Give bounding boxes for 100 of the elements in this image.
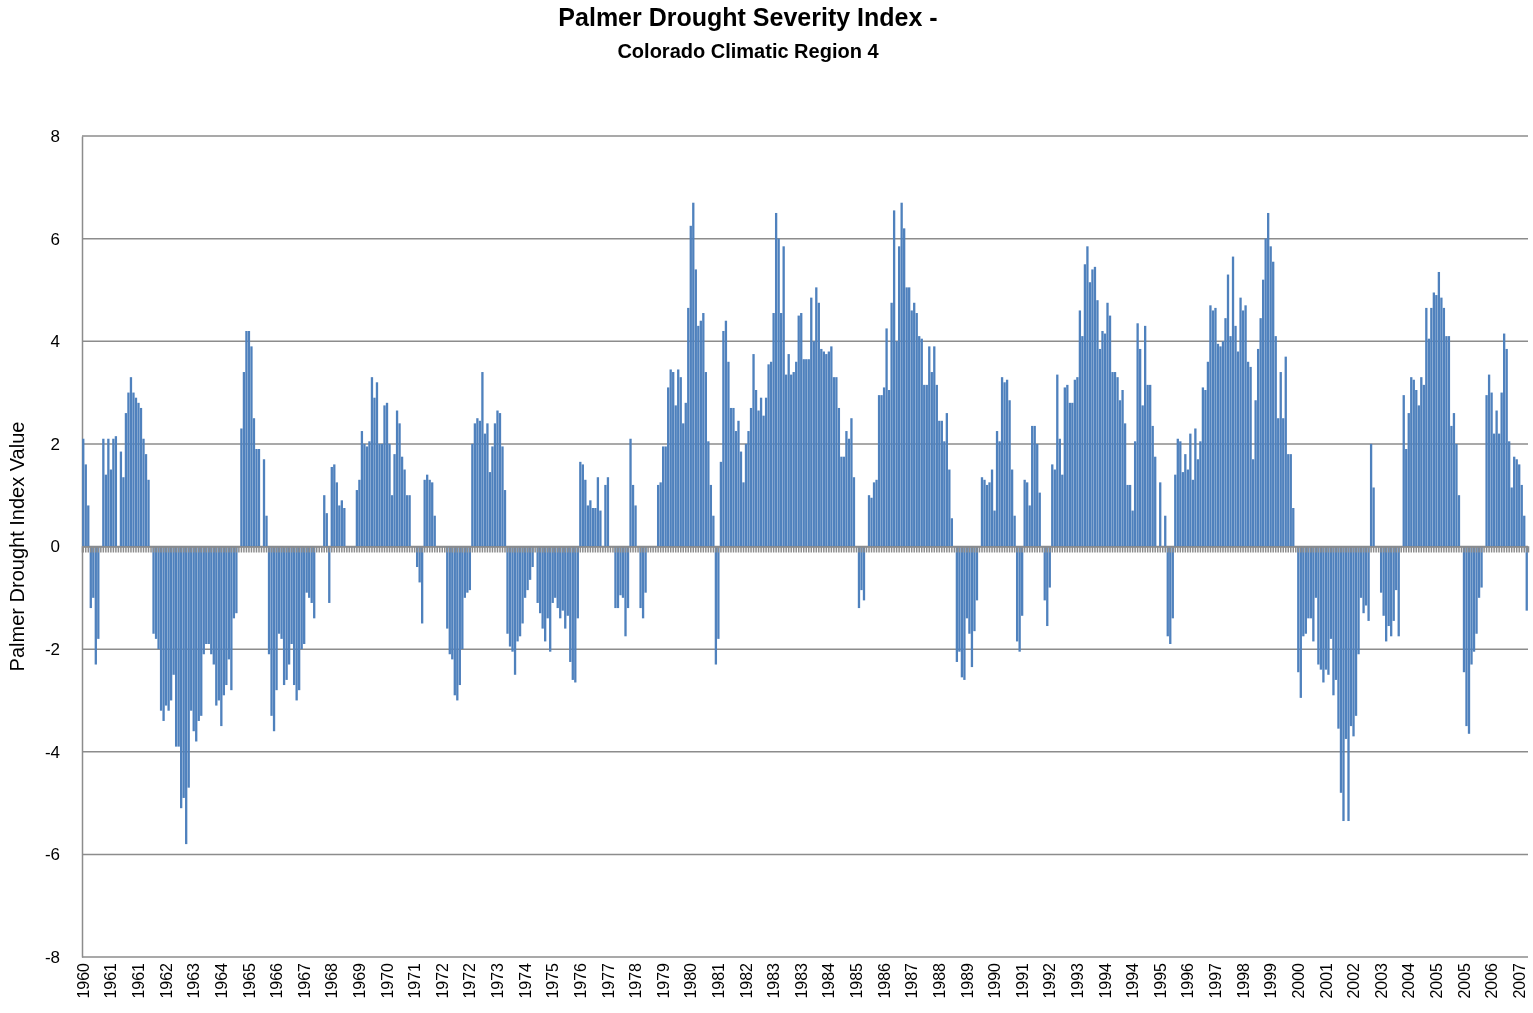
y-tick-label: 0 <box>50 537 60 557</box>
x-tick-label: 2006 <box>1483 962 1501 999</box>
y-tick-label: 4 <box>50 332 60 352</box>
x-tick-label: 1979 <box>654 962 672 999</box>
bar <box>1362 546 1365 614</box>
bar <box>830 346 833 547</box>
x-tick-label: 1971 <box>406 962 424 999</box>
x-tick-label: 2005 <box>1455 962 1473 999</box>
bar <box>137 402 140 547</box>
x-tick-label: 1967 <box>295 962 313 999</box>
bar <box>1495 410 1498 547</box>
x-tick-label: 2007 <box>1510 962 1528 999</box>
y-tick-label: -4 <box>44 742 60 762</box>
x-tick-label: 1982 <box>737 962 755 999</box>
bar <box>900 202 903 547</box>
bar <box>486 423 489 547</box>
bar <box>481 372 484 547</box>
x-tick-label: 2002 <box>1345 962 1363 999</box>
x-tick-label: 1974 <box>516 962 534 999</box>
bar <box>230 546 233 691</box>
x-tick-label: 1994 <box>1096 962 1114 999</box>
y-axis-title: Palmer Drought Index Value <box>6 421 28 672</box>
x-tick-label: 1990 <box>986 962 1004 999</box>
bar <box>107 438 110 547</box>
bar <box>162 546 165 721</box>
y-tick-label: 8 <box>50 126 60 146</box>
bar <box>1347 546 1350 822</box>
bar <box>624 546 627 637</box>
x-tick-label: 1988 <box>930 962 948 999</box>
bar <box>1367 546 1370 621</box>
x-tick-label: 1980 <box>682 962 700 999</box>
bar <box>845 431 848 547</box>
bar <box>1106 302 1109 547</box>
bar <box>1322 546 1325 683</box>
bar <box>1352 546 1355 737</box>
bar <box>295 546 298 701</box>
bar <box>1189 433 1192 547</box>
x-tick-label: 1996 <box>1179 962 1197 999</box>
x-tick-label: 1973 <box>489 962 507 999</box>
x-tick-label: 2001 <box>1317 962 1335 999</box>
bar <box>1327 546 1330 675</box>
x-tick-label: 1975 <box>544 962 562 999</box>
x-tick-label: 1962 <box>157 962 175 999</box>
x-tick-label: 1961 <box>130 962 148 999</box>
x-tick-label: 1961 <box>102 962 120 999</box>
x-tick-label: 1963 <box>185 962 203 999</box>
bar <box>1018 546 1021 652</box>
x-tick-label: 1995 <box>1151 962 1169 999</box>
x-tick-label: 2005 <box>1427 962 1445 999</box>
bar <box>1239 297 1242 547</box>
x-tick-label: 2000 <box>1289 962 1307 999</box>
x-tick-label: 1968 <box>323 962 341 999</box>
bar <box>737 420 740 547</box>
y-tick-label: 2 <box>50 434 60 454</box>
x-tick-label: 1981 <box>709 962 727 999</box>
bar <box>1086 246 1089 547</box>
x-tick-label: 1970 <box>378 962 396 999</box>
x-tick-label: 1960 <box>74 962 92 999</box>
x-tick-label: 1993 <box>1068 962 1086 999</box>
bar <box>1209 305 1212 547</box>
y-tick-label: -2 <box>44 640 60 660</box>
bar <box>1244 305 1247 547</box>
x-tick-label: 1998 <box>1234 962 1252 999</box>
x-tick-label: 1991 <box>1013 962 1031 999</box>
x-tick-label: 1966 <box>268 962 286 999</box>
bar <box>1121 390 1124 547</box>
x-tick-label: 1964 <box>212 962 230 999</box>
x-tick-label: 1972 <box>433 962 451 999</box>
x-tick-label: 1972 <box>461 962 479 999</box>
chart-subtitle: Colorado Climatic Region 4 <box>617 40 880 62</box>
bar <box>885 328 888 547</box>
bar <box>752 354 755 547</box>
x-tick-label: 2004 <box>1400 962 1418 999</box>
bar <box>167 546 170 711</box>
x-tick-label: 1978 <box>627 962 645 999</box>
chart-title: Palmer Drought Severity Index - <box>558 3 938 31</box>
y-tick-label: -6 <box>44 845 60 865</box>
bar <box>850 418 853 547</box>
bar <box>1332 546 1335 696</box>
bar <box>235 546 238 614</box>
x-tick-label: 1999 <box>1262 962 1280 999</box>
x-tick-label: 1987 <box>903 962 921 999</box>
x-tick-label: 1984 <box>820 962 838 999</box>
bar <box>589 500 592 547</box>
y-tick-label: -8 <box>44 947 60 967</box>
x-tick-label: 1992 <box>1041 962 1059 999</box>
bar <box>1342 546 1345 822</box>
x-tick-label: 1985 <box>848 962 866 999</box>
bar <box>629 438 632 547</box>
x-tick-label: 1986 <box>875 962 893 999</box>
bar <box>1136 323 1139 547</box>
x-tick-label: 2003 <box>1372 962 1390 999</box>
y-tick-label: 6 <box>50 229 60 249</box>
x-tick-label: 1969 <box>351 962 368 999</box>
x-tick-label: 1989 <box>958 962 976 999</box>
x-tick-label: 1965 <box>240 962 258 999</box>
bar <box>1249 366 1252 547</box>
x-tick-label: 1977 <box>599 962 617 999</box>
x-tick-label: 1983 <box>792 962 810 999</box>
bar <box>1312 546 1315 642</box>
